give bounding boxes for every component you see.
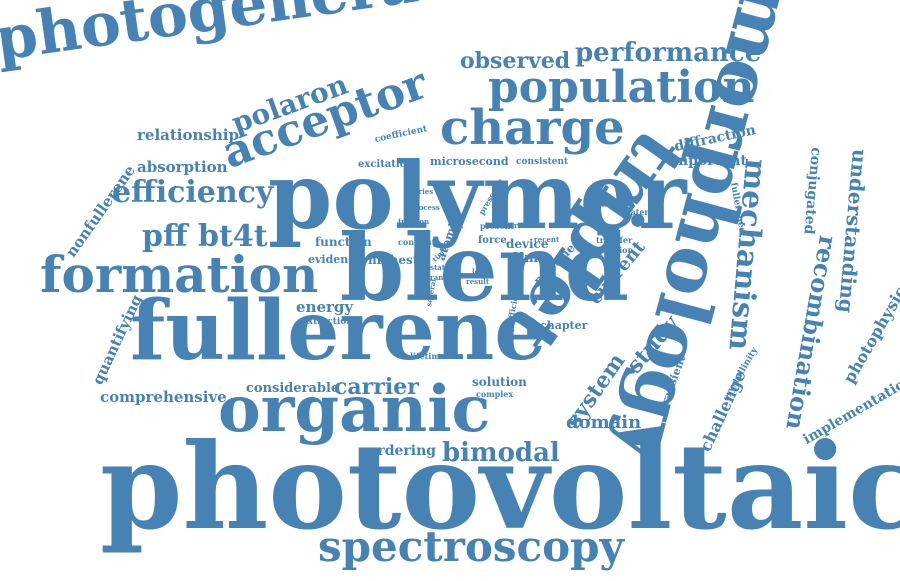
word-rate: rate	[514, 221, 530, 230]
word-understanding: understanding	[833, 148, 872, 314]
word-range: range	[430, 273, 453, 282]
word-ordering: ordering	[368, 443, 437, 459]
word-extinction: extinction	[302, 317, 353, 327]
word-organic: organic	[218, 372, 491, 447]
word-absorption: absorption	[137, 158, 228, 176]
word-present: present	[480, 221, 515, 231]
word-domain: domain	[566, 412, 642, 433]
word-recombination: recombination	[780, 233, 843, 433]
word-efficiency: efficiency	[112, 175, 274, 210]
word-charge: charge	[440, 100, 625, 156]
word-film: film	[510, 251, 539, 266]
word-bimodal: bimodal	[442, 438, 560, 468]
word-population: population	[488, 62, 755, 113]
word-observed: observed	[460, 48, 571, 74]
word-conjugated: conjugated	[800, 146, 824, 236]
word-material: material	[622, 207, 660, 217]
word-force: force	[478, 235, 507, 246]
word-carrier: carrier	[334, 374, 419, 400]
word-energy: energy	[296, 298, 354, 316]
word-fraction: fraction	[398, 217, 430, 226]
word-microsecond: microsecond	[430, 155, 509, 168]
word-comprehensive: comprehensive	[100, 388, 227, 406]
word-formation: formation	[40, 245, 319, 304]
word-important: important	[668, 153, 747, 169]
word-performance: performance	[575, 38, 762, 68]
word-recent: recent	[534, 235, 560, 244]
word-addition: addition	[596, 245, 634, 255]
word-solution: solution	[472, 375, 527, 389]
word-function: function	[315, 235, 372, 249]
word-chapter: chapter	[540, 319, 588, 332]
word-lifetime: lifetime	[410, 351, 445, 361]
word-fullerene: fullerene	[130, 283, 547, 379]
word-series: series	[410, 187, 434, 196]
word-spectroscopy: spectroscopy	[318, 522, 624, 571]
word-device: device	[506, 237, 549, 251]
word-result: result	[466, 277, 490, 286]
word-blend: blend	[340, 214, 630, 322]
word-state: state	[430, 263, 450, 272]
word-evidence: evidence	[308, 253, 362, 266]
word-complex: complex	[476, 389, 514, 399]
word-contrast: contrast	[398, 237, 436, 247]
word-excitation: excitation	[358, 159, 414, 170]
word-relationship: relationship	[137, 126, 239, 144]
word-considerable: considerable	[246, 381, 340, 396]
word-photovoltaic: photovoltaic	[100, 417, 900, 556]
word-process: process	[410, 203, 440, 212]
word-consistent: consistent	[516, 157, 569, 167]
word-polymer: polymer	[268, 142, 687, 250]
word-loss: loss	[472, 267, 488, 276]
word-transfer: transfer	[596, 235, 633, 245]
word-highest: highest	[368, 253, 419, 267]
word-pffbt4t: pff bt4t	[142, 219, 268, 254]
